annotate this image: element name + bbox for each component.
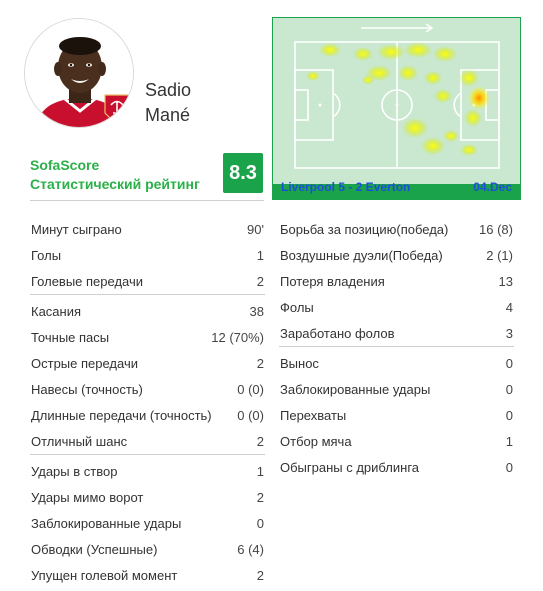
stat-row: Фолы 4 <box>279 294 514 320</box>
stat-row: Перехваты 0 <box>279 402 514 428</box>
stat-row: Удары в створ 1 <box>30 458 265 484</box>
stat-label: Воздушные дуэли(Победа) <box>280 247 443 263</box>
stat-row: Длинные передачи (точность) 0 (0) <box>30 402 265 428</box>
stat-label: Точные пасы <box>31 329 110 345</box>
match-info: Liverpool 5 - 2 Everton 04.Dec <box>281 180 512 194</box>
match-score[interactable]: Liverpool 5 - 2 Everton <box>281 180 411 194</box>
rating-caption: Статистический рейтинг <box>30 176 200 192</box>
stat-value: 2 <box>256 273 264 289</box>
stat-row: Заблокированные удары 0 <box>279 376 514 402</box>
stat-label: Удары мимо ворот <box>31 489 144 505</box>
club-crest-icon <box>104 94 130 126</box>
stat-row: Воздушные дуэли(Победа) 2 (1) <box>279 242 514 268</box>
stat-row: Отличный шанс 2 <box>30 428 265 454</box>
stat-row: Голевые передачи 2 <box>30 268 265 294</box>
stat-label: Заблокированные удары <box>31 515 182 531</box>
stat-value: 13 <box>498 273 513 289</box>
match-date: 04.Dec <box>473 180 512 194</box>
stat-label: Обыграны с дриблинга <box>280 459 420 475</box>
stat-label: Перехваты <box>280 407 347 423</box>
stat-label: Борьба за позицию(победа) <box>280 221 449 237</box>
stat-value: 6 (4) <box>237 541 264 557</box>
stat-row: Заработано фолов 3 <box>279 320 514 346</box>
stat-value: 3 <box>505 325 513 341</box>
stat-value: 0 <box>505 407 513 423</box>
stat-value: 38 <box>249 303 264 319</box>
stat-label: Потеря владения <box>280 273 385 289</box>
stats-right-column: Борьба за позицию(победа) 16 (8) Воздушные… <box>279 216 514 483</box>
stat-row: Удары мимо ворот 2 <box>30 484 265 510</box>
stat-label: Навесы (точность) <box>31 381 143 397</box>
stat-label: Заблокированные удары <box>280 381 431 397</box>
stat-value: 2 (1) <box>486 247 513 263</box>
stat-value: 0 (0) <box>237 381 264 397</box>
heatmap-spots <box>306 42 490 156</box>
stat-row: Обыграны с дриблинга 0 <box>279 454 514 480</box>
stat-row: Упущен голевой момент 2 <box>30 562 265 588</box>
stat-label: Длинные передачи (точность) <box>31 407 212 423</box>
stat-label: Голевые передачи <box>31 273 144 289</box>
stat-label: Касания <box>31 303 82 319</box>
stat-row: Обводки (Успешные) 6 (4) <box>30 536 265 562</box>
heatmap-field <box>273 18 520 184</box>
stat-row: Острые передачи 2 <box>30 350 265 376</box>
rating-label: SofaScore Статистический рейтинг <box>30 156 200 194</box>
stat-value: 2 <box>256 433 264 449</box>
stat-value: 1 <box>256 247 264 263</box>
stat-label: Упущен голевой момент <box>31 567 178 583</box>
stat-row: Заблокированные удары 0 <box>30 510 265 536</box>
player-photo <box>25 19 133 127</box>
stat-row: Борьба за позицию(победа) 16 (8) <box>279 216 514 242</box>
stat-row: Навесы (точность) 0 (0) <box>30 376 265 402</box>
stat-value: 0 <box>505 381 513 397</box>
stat-label: Фолы <box>280 299 314 315</box>
stat-value: 0 <box>505 459 513 475</box>
stat-row: Касания 38 <box>30 298 265 324</box>
stat-row: Голы 1 <box>30 242 265 268</box>
stat-value: 90' <box>247 221 264 237</box>
heatmap-card: Liverpool 5 - 2 Everton 04.Dec <box>272 17 521 200</box>
stat-value: 1 <box>505 433 513 449</box>
stat-label: Отличный шанс <box>31 433 128 449</box>
stat-row: Потеря владения 13 <box>279 268 514 294</box>
stat-group: Касания 38 Точные пасы 12 (70%) Острые перед… <box>30 298 265 455</box>
stat-label: Отбор мяча <box>280 433 352 449</box>
stat-label: Обводки (Успешные) <box>31 541 158 557</box>
stat-value: 2 <box>256 489 264 505</box>
rating-badge: 8.3 <box>223 153 263 193</box>
stat-value: 2 <box>256 567 264 583</box>
stat-label: Удары в створ <box>31 463 118 479</box>
stat-group: Вынос 0 Заблокированные удары 0 Перехваты 0 От… <box>279 350 514 480</box>
player-name: Sadio Mané <box>145 78 191 128</box>
stat-row: Отбор мяча 1 <box>279 428 514 454</box>
stat-group: Борьба за позицию(победа) 16 (8) Воздушные… <box>279 216 514 347</box>
stat-label: Вынос <box>280 355 319 371</box>
sofascore-brand: SofaScore <box>30 157 100 173</box>
stat-value: 0 (0) <box>237 407 264 423</box>
attack-direction-arrow-icon <box>361 23 434 33</box>
stat-value: 4 <box>505 299 513 315</box>
stat-value: 1 <box>256 463 264 479</box>
stat-label: Голы <box>31 247 62 263</box>
player-last-name: Mané <box>145 105 191 125</box>
stat-group: Удары в створ 1 Удары мимо ворот 2 Заблокиро… <box>30 458 265 588</box>
stat-value: 12 (70%) <box>211 329 264 345</box>
stat-row: Точные пасы 12 (70%) <box>30 324 265 350</box>
stat-value: 0 <box>505 355 513 371</box>
stat-row: Минут сыграно 90' <box>30 216 265 242</box>
stat-value: 16 (8) <box>479 221 513 237</box>
player-avatar <box>24 18 134 128</box>
stat-label: Заработано фолов <box>280 325 395 341</box>
stat-row: Вынос 0 <box>279 350 514 376</box>
stat-group: Минут сыграно 90' Голы 1 Голевые передачи 2 <box>30 216 265 295</box>
stat-value: 0 <box>256 515 264 531</box>
stat-label: Минут сыграно <box>31 221 122 237</box>
stats-left-column: Минут сыграно 90' Голы 1 Голевые передачи 2 Ка… <box>30 216 265 591</box>
header-divider <box>30 200 264 201</box>
stat-value: 2 <box>256 355 264 371</box>
player-first-name: Sadio <box>145 80 192 100</box>
stat-label: Острые передачи <box>31 355 138 371</box>
